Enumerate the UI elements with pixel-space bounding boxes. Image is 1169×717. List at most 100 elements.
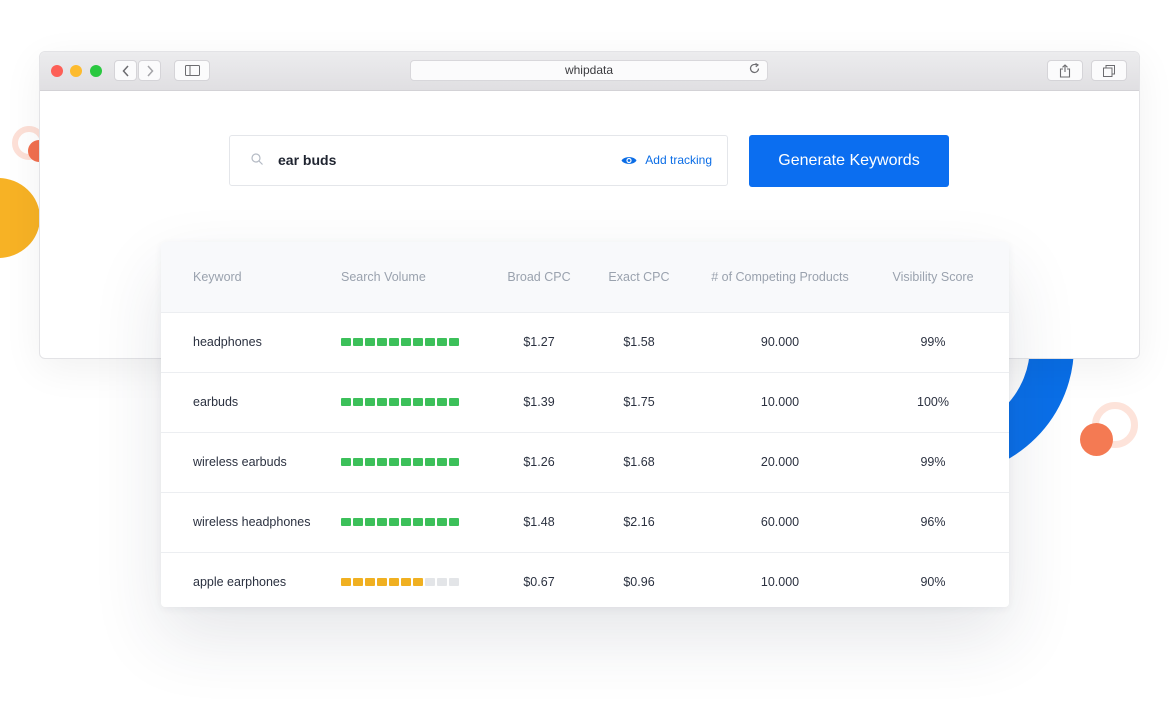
volume-segment	[401, 458, 411, 466]
share-button[interactable]	[1047, 60, 1083, 81]
search-volume-bar	[341, 338, 459, 346]
add-tracking-label: Add tracking	[645, 153, 712, 167]
exact-cpc-cell: $1.68	[623, 455, 655, 469]
volume-segment	[425, 458, 435, 466]
volume-segment	[425, 578, 435, 586]
header-search-volume[interactable]: Search Volume	[341, 270, 426, 284]
table-row[interactable]: wireless earbuds $1.26 $1.68 20.000 99%	[161, 433, 1009, 493]
volume-segment	[341, 578, 351, 586]
eye-icon	[621, 157, 637, 164]
volume-segment	[389, 398, 399, 406]
broad-cpc-cell: $0.67	[523, 575, 555, 589]
broad-cpc-cell: $1.27	[523, 335, 555, 349]
volume-segment	[377, 458, 387, 466]
tabs-icon	[1103, 64, 1115, 77]
exact-cpc-cell: $1.75	[623, 395, 655, 409]
visibility-score-cell: 90%	[920, 575, 946, 589]
forward-button[interactable]	[138, 60, 161, 81]
url-text: whipdata	[564, 63, 614, 77]
keyword-search-box[interactable]: ear buds Add tracking	[229, 135, 728, 186]
volume-segment	[449, 578, 459, 586]
table-body: headphones $1.27 $1.58 90.000 99% earbuds $1.3…	[161, 313, 1009, 607]
volume-segment	[377, 398, 387, 406]
volume-segment	[401, 338, 411, 346]
volume-segment	[389, 338, 399, 346]
volume-segment	[449, 338, 459, 346]
keyword-results-table: Keyword Search Volume Broad CPC Exact CP…	[161, 242, 1009, 607]
volume-segment	[413, 398, 423, 406]
volume-segment	[389, 518, 399, 526]
volume-segment	[413, 578, 423, 586]
header-broad-cpc[interactable]: Broad CPC	[507, 270, 571, 284]
visibility-score-cell: 99%	[920, 455, 946, 469]
volume-segment	[401, 578, 411, 586]
table-row[interactable]: headphones $1.27 $1.58 90.000 99%	[161, 313, 1009, 373]
add-tracking-link[interactable]: Add tracking	[621, 136, 712, 185]
search-input[interactable]: ear buds	[278, 152, 337, 168]
volume-segment	[449, 398, 459, 406]
volume-segment	[413, 338, 423, 346]
sidebar-icon	[184, 65, 200, 76]
competing-products-cell: 10.000	[760, 575, 800, 589]
search-volume-bar	[341, 398, 459, 406]
volume-segment	[389, 578, 399, 586]
share-icon	[1059, 63, 1071, 78]
tabs-overview-button[interactable]	[1091, 60, 1127, 81]
volume-segment	[365, 518, 375, 526]
keyword-cell: wireless headphones	[193, 515, 311, 529]
header-visibility-score[interactable]: Visibility Score	[892, 270, 974, 284]
volume-segment	[425, 338, 435, 346]
visibility-score-cell: 100%	[917, 395, 949, 409]
reload-icon	[749, 62, 760, 74]
volume-segment	[449, 518, 459, 526]
broad-cpc-cell: $1.39	[523, 395, 555, 409]
minimize-window-button[interactable]	[70, 65, 82, 77]
volume-segment	[401, 398, 411, 406]
search-volume-bar	[341, 458, 459, 466]
generate-keywords-button[interactable]: Generate Keywords	[749, 135, 949, 187]
volume-segment	[401, 518, 411, 526]
maximize-window-button[interactable]	[90, 65, 102, 77]
volume-segment	[341, 518, 351, 526]
address-bar[interactable]: whipdata	[410, 60, 768, 81]
volume-segment	[437, 578, 447, 586]
table-row[interactable]: apple earphones $0.67 $0.96 10.000 90%	[161, 553, 1009, 607]
chevron-left-icon	[121, 64, 129, 77]
volume-segment	[437, 518, 447, 526]
volume-segment	[341, 338, 351, 346]
search-volume-bar	[341, 578, 459, 586]
sidebar-toggle-button[interactable]	[174, 60, 210, 81]
volume-segment	[353, 458, 363, 466]
back-button[interactable]	[114, 60, 137, 81]
volume-segment	[341, 458, 351, 466]
volume-segment	[341, 398, 351, 406]
search-volume-bar	[341, 518, 459, 526]
table-row[interactable]: wireless headphones $1.48 $2.16 60.000 96%	[161, 493, 1009, 553]
volume-segment	[437, 338, 447, 346]
table-row[interactable]: earbuds $1.39 $1.75 10.000 100%	[161, 373, 1009, 433]
volume-segment	[377, 338, 387, 346]
broad-cpc-cell: $1.48	[523, 515, 555, 529]
header-keyword[interactable]: Keyword	[193, 270, 242, 284]
volume-segment	[377, 518, 387, 526]
reload-button[interactable]	[749, 61, 760, 80]
search-icon	[251, 153, 263, 165]
header-exact-cpc[interactable]: Exact CPC	[608, 270, 670, 284]
header-competing-products[interactable]: # of Competing Products	[711, 270, 849, 284]
competing-products-cell: 90.000	[760, 335, 800, 349]
volume-segment	[353, 398, 363, 406]
chevron-right-icon	[146, 64, 154, 77]
close-window-button[interactable]	[51, 65, 63, 77]
decor-circle-yellow	[0, 178, 40, 258]
volume-segment	[377, 578, 387, 586]
competing-products-cell: 60.000	[760, 515, 800, 529]
browser-toolbar: whipdata	[40, 52, 1139, 91]
competing-products-cell: 20.000	[760, 455, 800, 469]
exact-cpc-cell: $0.96	[623, 575, 655, 589]
volume-segment	[449, 458, 459, 466]
volume-segment	[425, 398, 435, 406]
volume-segment	[353, 578, 363, 586]
broad-cpc-cell: $1.26	[523, 455, 555, 469]
decor-dot-right	[1080, 423, 1113, 456]
volume-segment	[365, 458, 375, 466]
